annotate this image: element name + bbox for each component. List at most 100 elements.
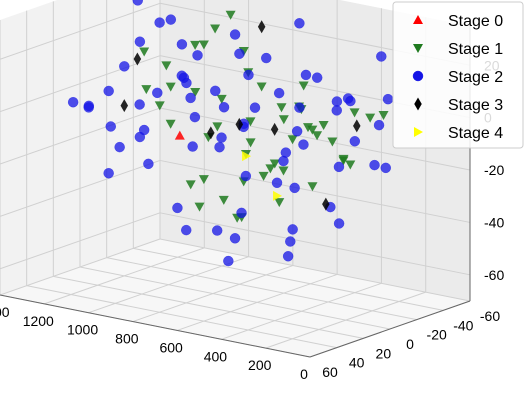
- x-tick-label: 600: [159, 339, 183, 355]
- data-point: [380, 162, 392, 174]
- legend-marker: [413, 44, 423, 53]
- data-points: [67, 0, 394, 267]
- x-axis-line: [0, 294, 311, 358]
- data-point: [278, 115, 289, 125]
- legend-marker: [413, 15, 423, 24]
- data-point: [378, 111, 389, 121]
- data-point: [211, 225, 223, 236]
- data-point: [245, 138, 256, 148]
- data-point: [103, 167, 114, 179]
- data-point: [307, 125, 318, 135]
- data-point: [333, 218, 345, 229]
- data-point: [172, 202, 183, 214]
- data-point: [365, 113, 376, 123]
- data-point: [256, 82, 267, 92]
- data-point: [189, 111, 201, 123]
- data-point: [373, 119, 385, 131]
- series-stage-3: [120, 20, 361, 211]
- data-point: [174, 130, 185, 140]
- data-point: [278, 166, 289, 176]
- data-point: [165, 14, 177, 25]
- data-point: [161, 61, 172, 71]
- data-point: [294, 102, 305, 113]
- data-point: [216, 94, 227, 104]
- data-point: [291, 126, 303, 137]
- data-point: [152, 87, 163, 99]
- legend-label: Stage 3: [448, 97, 503, 114]
- data-point: [103, 85, 114, 97]
- data-point: [187, 141, 198, 152]
- data-point: [192, 50, 203, 61]
- legend-label: Stage 2: [448, 69, 503, 86]
- data-point: [234, 48, 245, 59]
- series-stage-0: [174, 130, 185, 140]
- data-point: [185, 180, 196, 190]
- data-point: [345, 95, 356, 107]
- data-point: [114, 141, 125, 153]
- data-point: [382, 93, 394, 105]
- data-point: [265, 164, 276, 174]
- gridline-z-left: [0, 107, 161, 165]
- x-tick-label: 1200: [23, 313, 54, 329]
- data-point: [178, 72, 190, 83]
- data-point: [333, 161, 345, 173]
- y-tick-label: -60: [480, 308, 500, 324]
- y-axis-ticks: 60 40 20 0 -20 -40 -60: [322, 308, 500, 380]
- data-point: [276, 103, 287, 113]
- gridline-y-floor: [26, 285, 337, 349]
- data-point: [190, 88, 201, 98]
- data-point: [133, 52, 142, 66]
- data-point: [287, 135, 298, 145]
- data-point: [338, 156, 349, 166]
- legend-label: Stage 4: [448, 125, 503, 142]
- data-point: [376, 51, 387, 62]
- data-point: [119, 61, 130, 72]
- data-point: [327, 137, 338, 147]
- data-point: [282, 250, 294, 262]
- data-point: [287, 224, 298, 235]
- data-point: [258, 171, 269, 181]
- data-point: [223, 255, 234, 267]
- data-point: [269, 159, 280, 169]
- data-point: [185, 92, 196, 104]
- data-point: [134, 36, 146, 47]
- y-tick-label: 40: [349, 355, 365, 371]
- legend-label: Stage 1: [448, 41, 503, 58]
- data-point: [218, 195, 229, 205]
- data-point: [216, 132, 227, 143]
- data-point: [345, 160, 356, 170]
- x-axis-ticks: 1400 1200 1000 800 600 400 200 0: [0, 304, 308, 382]
- data-point: [194, 202, 205, 212]
- data-point: [240, 170, 252, 182]
- data-point: [214, 141, 225, 153]
- legend-marker: [414, 127, 423, 137]
- data-point: [165, 82, 176, 92]
- x-tick-label: 1400: [0, 304, 10, 320]
- data-point: [249, 102, 261, 113]
- data-point: [298, 139, 309, 150]
- data-point: [139, 47, 150, 57]
- data-point: [236, 207, 247, 219]
- data-point: [120, 99, 129, 113]
- data-point: [190, 40, 201, 50]
- data-point: [225, 10, 236, 20]
- gridline-z-left: [0, 55, 161, 113]
- data-point: [210, 24, 221, 34]
- data-point: [165, 119, 176, 129]
- data-point: [273, 87, 285, 99]
- data-point: [243, 69, 254, 81]
- x-tick-label: 400: [204, 348, 228, 364]
- gridlines: [0, 0, 471, 358]
- data-point: [210, 85, 221, 97]
- legend: Stage 0 Stage 1 Stage 2 Stage 3 Stage 4: [392, 1, 524, 149]
- data-point: [207, 126, 215, 140]
- x-tick-label: 800: [115, 331, 139, 347]
- legend-box: [392, 1, 524, 149]
- data-point: [312, 131, 323, 141]
- data-point: [271, 177, 283, 189]
- series-stage-4: [242, 151, 283, 201]
- data-point: [180, 224, 192, 236]
- data-point: [67, 96, 79, 108]
